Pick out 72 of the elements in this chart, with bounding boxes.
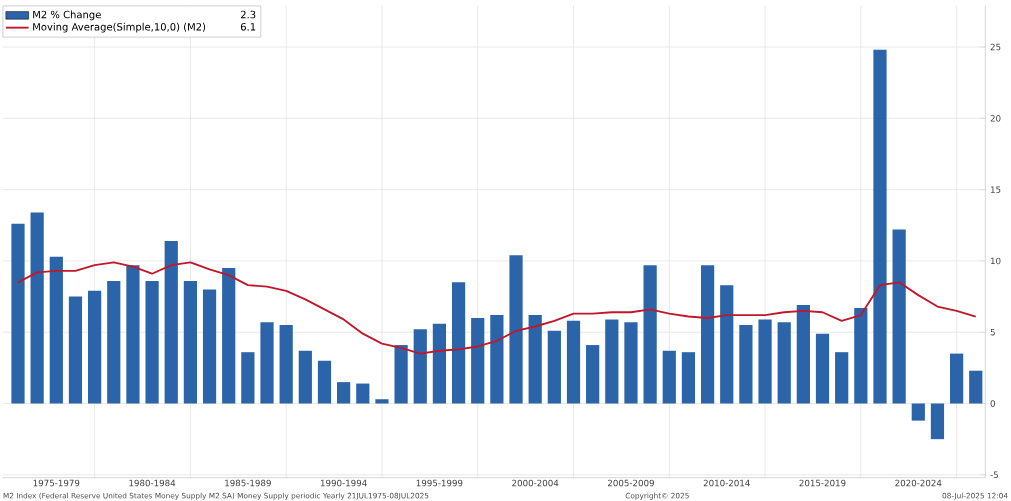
bar xyxy=(777,322,791,404)
bar xyxy=(547,330,561,404)
bar xyxy=(700,265,715,404)
bar xyxy=(586,345,600,404)
bar xyxy=(950,353,964,404)
bar xyxy=(279,325,293,404)
x-tick-label: 2015-2019 xyxy=(799,479,846,487)
bar xyxy=(298,350,312,404)
bar xyxy=(681,352,696,404)
bar xyxy=(892,229,906,404)
bar xyxy=(375,399,389,404)
bar xyxy=(432,323,447,404)
bar xyxy=(643,265,657,404)
bar xyxy=(394,345,408,404)
bar xyxy=(337,382,351,404)
x-tick-label: 1980-1984 xyxy=(129,479,176,487)
bar xyxy=(145,280,159,404)
bar xyxy=(815,333,830,404)
bar xyxy=(835,352,849,404)
y-tick-label: 15 xyxy=(990,186,1001,193)
bar xyxy=(317,360,332,404)
bar xyxy=(873,49,887,404)
bar xyxy=(854,307,868,404)
bar xyxy=(662,350,676,404)
bar xyxy=(222,268,236,404)
x-tick-label: 2010-2014 xyxy=(703,479,750,487)
bar xyxy=(528,315,542,404)
bar xyxy=(566,320,581,404)
y-tick-label: 5 xyxy=(990,329,995,336)
bar xyxy=(88,290,102,404)
bar xyxy=(68,296,83,404)
bar xyxy=(624,322,638,404)
bar xyxy=(356,383,370,404)
y-tick-label: -5 xyxy=(990,471,998,479)
y-tick-label: 25 xyxy=(990,43,1001,51)
bar xyxy=(796,305,810,404)
bar xyxy=(260,322,274,404)
x-tick-label: 2000-2004 xyxy=(512,479,559,487)
bar xyxy=(126,265,140,404)
bar xyxy=(183,280,197,404)
bar xyxy=(758,319,772,404)
bar xyxy=(969,370,983,404)
x-tick-label: 1985-1989 xyxy=(225,479,271,487)
bar xyxy=(930,403,945,440)
y-tick-label: 0 xyxy=(990,400,995,407)
legend-label: M2 % Change xyxy=(33,10,101,21)
bar xyxy=(164,240,178,404)
y-tick-label: 20 xyxy=(990,115,1001,122)
bar xyxy=(107,280,121,404)
bar xyxy=(49,256,63,404)
bar xyxy=(911,403,925,421)
bar xyxy=(471,317,485,404)
annotation: 2.3 xyxy=(240,10,256,19)
annotation: 6.1 xyxy=(240,23,256,31)
bar xyxy=(720,285,734,404)
x-tick-label: 1995-1999 xyxy=(416,479,463,487)
bar xyxy=(509,255,523,404)
bar xyxy=(605,319,619,404)
x-tick-label: 2005-2009 xyxy=(607,479,654,487)
y-tick-label: 10 xyxy=(990,257,1001,265)
bar xyxy=(241,352,255,404)
x-tick-label: 2020-2024 xyxy=(895,479,942,487)
bar xyxy=(413,329,427,404)
bar xyxy=(11,223,25,404)
bar xyxy=(451,282,466,404)
bar xyxy=(739,325,753,404)
bar xyxy=(202,289,217,404)
bar xyxy=(490,315,504,404)
x-tick-label: 1990-1994 xyxy=(320,479,367,487)
x-tick-label: 1975-1979 xyxy=(33,479,80,487)
legend-label: Moving Average(Simple,10,0) (M2) xyxy=(33,22,206,33)
bar xyxy=(30,212,44,404)
